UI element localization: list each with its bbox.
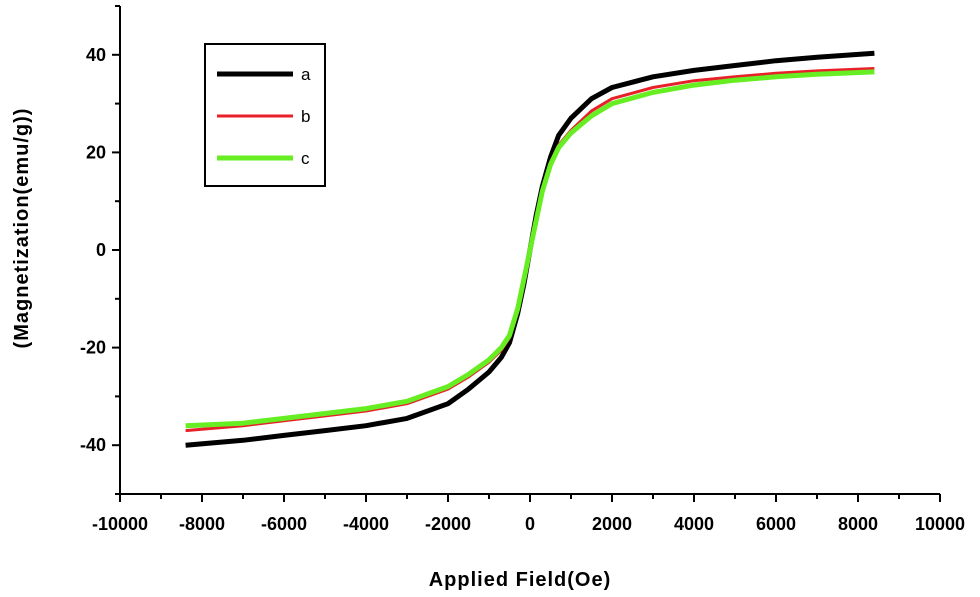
y-axis-ticks: -40 -20 0 20 40 (80, 5, 120, 495)
y-tick-label: 40 (86, 45, 106, 65)
legend-label-a: a (301, 65, 311, 84)
y-tick-label: -40 (80, 435, 106, 455)
x-tick-label: -10000 (92, 514, 148, 534)
x-tick-label: 6000 (756, 514, 796, 534)
x-tick-label: 8000 (838, 514, 878, 534)
legend-label-c: c (301, 149, 310, 168)
y-tick-label: 0 (96, 240, 106, 260)
x-tick-label: -4000 (343, 514, 389, 534)
legend-label-b: b (301, 107, 310, 126)
y-tick-label: 20 (86, 142, 106, 162)
series-line-c (185, 69, 875, 429)
x-tick-label: 10000 (915, 514, 965, 534)
x-tick-label: -2000 (425, 514, 471, 534)
y-axis-title: (Magnetization(emu/g)) (11, 108, 33, 349)
x-axis-ticks: -10000 -8000 -6000 -4000 -2000 0 2000 4000 6000 8… (92, 494, 965, 534)
x-axis-title: Applied Field(Oe) (429, 569, 612, 591)
plot-area (185, 50, 875, 448)
y-tick-label: -20 (80, 338, 106, 358)
x-tick-label: 0 (525, 514, 535, 534)
x-tick-label: 4000 (674, 514, 714, 534)
legend: a b c (204, 43, 326, 187)
x-tick-label: 2000 (592, 514, 632, 534)
x-tick-label: -6000 (261, 514, 307, 534)
x-tick-label: -8000 (179, 514, 225, 534)
